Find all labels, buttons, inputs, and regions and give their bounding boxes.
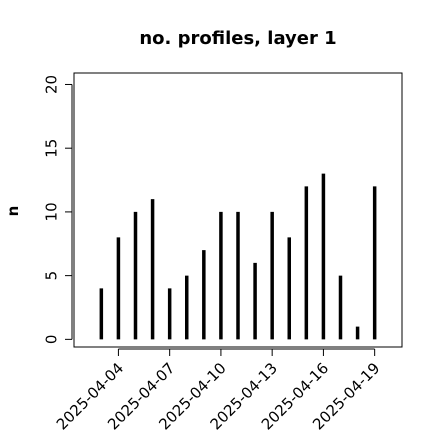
y-axis-label: n bbox=[4, 206, 22, 217]
y-tick-label: 0 bbox=[43, 335, 61, 345]
y-tick-label: 5 bbox=[43, 271, 61, 281]
chart-title: no. profiles, layer 1 bbox=[139, 28, 336, 49]
y-tick-label: 10 bbox=[43, 202, 61, 221]
plot-frame bbox=[73, 72, 403, 348]
y-tick-label: 15 bbox=[43, 139, 61, 158]
y-tick-label: 20 bbox=[43, 75, 61, 94]
